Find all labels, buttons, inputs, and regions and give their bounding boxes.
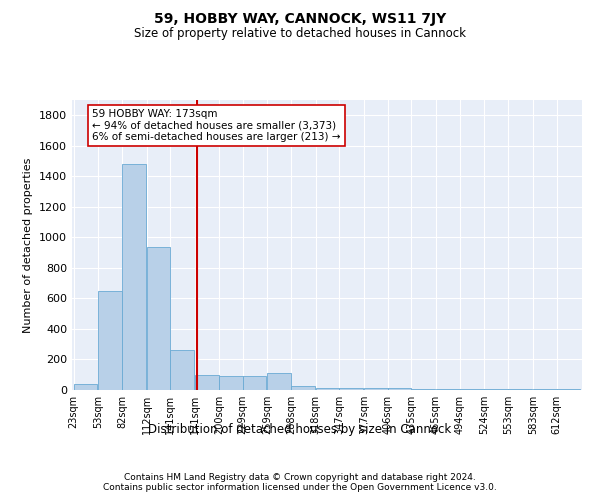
Bar xyxy=(74,384,97,390)
Y-axis label: Number of detached properties: Number of detached properties xyxy=(23,158,34,332)
Bar xyxy=(98,291,122,390)
Bar xyxy=(242,376,266,390)
Bar xyxy=(122,164,146,390)
Bar xyxy=(146,246,170,390)
Text: Contains public sector information licensed under the Open Government Licence v3: Contains public sector information licen… xyxy=(103,482,497,492)
Bar xyxy=(267,373,291,390)
Bar xyxy=(364,388,388,390)
Bar xyxy=(388,388,412,390)
Bar xyxy=(316,388,339,390)
Text: Size of property relative to detached houses in Cannock: Size of property relative to detached ho… xyxy=(134,28,466,40)
Bar xyxy=(170,350,194,390)
Bar xyxy=(412,389,435,390)
Bar xyxy=(339,388,363,390)
Bar xyxy=(291,386,315,390)
Bar xyxy=(436,389,460,390)
Bar xyxy=(195,374,219,390)
Text: 59 HOBBY WAY: 173sqm
← 94% of detached houses are smaller (3,373)
6% of semi-det: 59 HOBBY WAY: 173sqm ← 94% of detached h… xyxy=(92,108,341,142)
Text: 59, HOBBY WAY, CANNOCK, WS11 7JY: 59, HOBBY WAY, CANNOCK, WS11 7JY xyxy=(154,12,446,26)
Text: Contains HM Land Registry data © Crown copyright and database right 2024.: Contains HM Land Registry data © Crown c… xyxy=(124,472,476,482)
Text: Distribution of detached houses by size in Cannock: Distribution of detached houses by size … xyxy=(148,422,452,436)
Bar xyxy=(219,376,242,390)
